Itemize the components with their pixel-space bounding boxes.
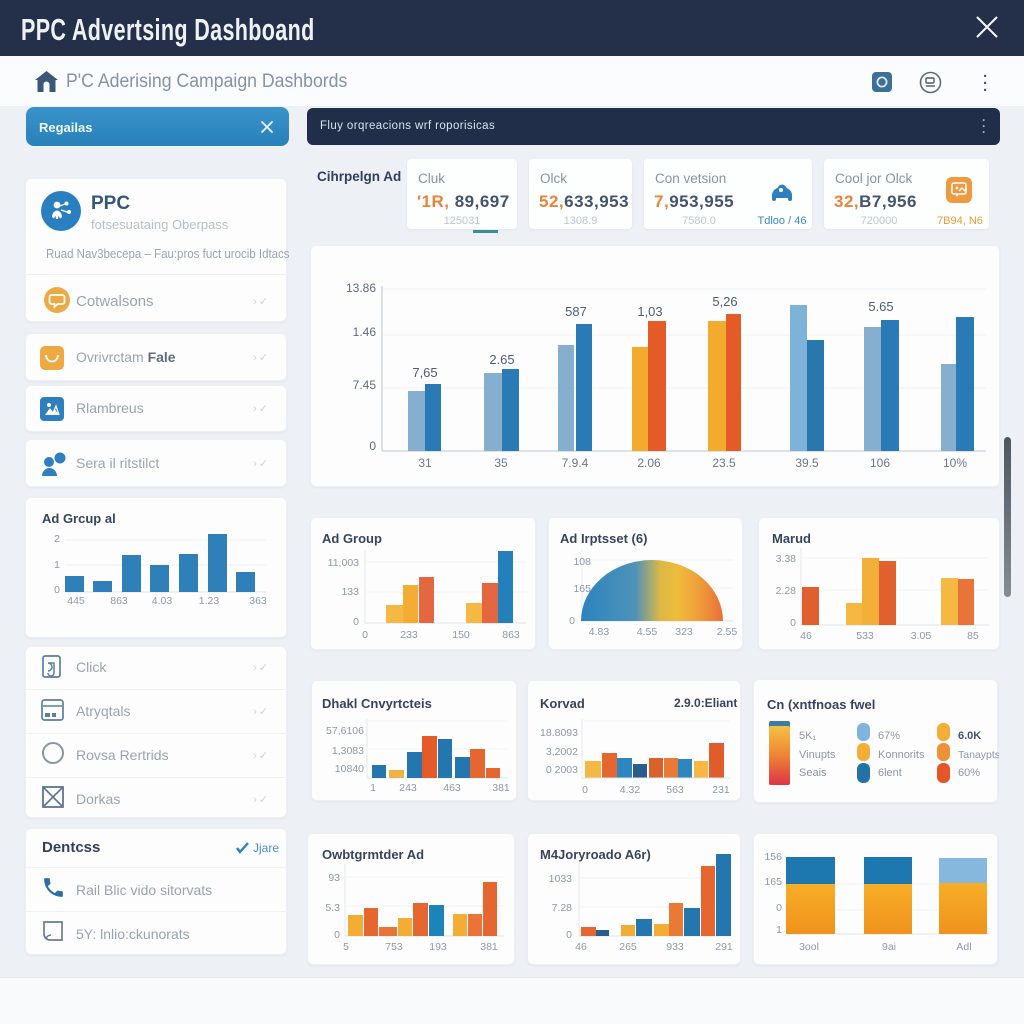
svg-text:0: 0	[566, 929, 572, 941]
svg-text:85: 85	[967, 630, 979, 642]
svg-text:445: 445	[67, 595, 85, 607]
svg-text:Konnorits: Konnorits	[878, 749, 925, 761]
svg-text:1: 1	[776, 924, 782, 936]
svg-text:533: 533	[856, 630, 874, 642]
svg-text:753: 753	[385, 941, 403, 953]
svg-text:5,26: 5,26	[712, 294, 737, 309]
svg-text:0: 0	[353, 616, 359, 628]
svg-text:587: 587	[565, 304, 587, 319]
svg-text:4.55: 4.55	[637, 626, 658, 638]
svg-text:863: 863	[110, 595, 128, 607]
svg-text:2.65: 2.65	[489, 352, 514, 367]
svg-text:0: 0	[790, 617, 796, 629]
svg-text:0 2003: 0 2003	[546, 764, 578, 776]
svg-text:31: 31	[418, 456, 432, 470]
svg-text:11,003: 11,003	[328, 557, 359, 569]
svg-text:1033: 1033	[549, 873, 573, 885]
svg-text:7.28: 7.28	[552, 902, 573, 914]
svg-text:863: 863	[502, 629, 520, 641]
svg-text:233: 233	[400, 629, 418, 641]
svg-text:231: 231	[712, 784, 730, 796]
svg-text:6.0K: 6.0K	[958, 730, 981, 742]
svg-text:23.5: 23.5	[712, 456, 736, 470]
svg-text:563: 563	[666, 784, 684, 796]
svg-text:381: 381	[492, 782, 510, 794]
svg-text:291: 291	[715, 941, 733, 953]
svg-text:67%: 67%	[878, 730, 900, 742]
svg-text:Seais: Seais	[799, 767, 827, 779]
svg-text:1.46: 1.46	[353, 325, 377, 339]
svg-text:381: 381	[480, 941, 498, 953]
svg-text:463: 463	[443, 782, 461, 794]
svg-text:1: 1	[370, 782, 376, 794]
svg-text:46: 46	[800, 630, 812, 642]
svg-text:6lent: 6lent	[878, 767, 902, 779]
svg-text:323: 323	[675, 626, 693, 638]
svg-text:0: 0	[334, 929, 340, 941]
svg-text:4.32: 4.32	[620, 784, 641, 796]
svg-text:3ool: 3ool	[799, 941, 819, 953]
svg-text:46: 46	[575, 941, 587, 953]
svg-text:2: 2	[54, 533, 60, 545]
svg-text:1.23: 1.23	[199, 595, 220, 607]
svg-text:10%: 10%	[943, 456, 967, 470]
svg-text:0: 0	[569, 615, 575, 627]
svg-text:165: 165	[764, 876, 782, 888]
svg-text:1,3083: 1,3083	[332, 745, 364, 757]
svg-text:18.8093: 18.8093	[540, 727, 578, 739]
svg-text:60%: 60%	[958, 767, 980, 779]
svg-text:5: 5	[343, 941, 349, 953]
svg-text:4.83: 4.83	[589, 626, 610, 638]
svg-text:3.38: 3.38	[776, 553, 797, 565]
svg-text:2.55: 2.55	[717, 626, 738, 638]
svg-text:5K₁: 5K₁	[799, 730, 816, 742]
svg-text:2.28: 2.28	[776, 585, 797, 597]
svg-text:39.5: 39.5	[795, 456, 819, 470]
svg-text:0: 0	[369, 439, 376, 453]
svg-text:4.03: 4.03	[152, 595, 173, 607]
svg-text:5.3: 5.3	[325, 902, 340, 914]
svg-text:7.45: 7.45	[353, 378, 377, 392]
svg-text:35: 35	[494, 456, 508, 470]
svg-text:1,03: 1,03	[637, 304, 662, 319]
svg-text:108: 108	[573, 556, 591, 568]
svg-text:9ai: 9ai	[882, 941, 896, 953]
svg-text:Vinupts: Vinupts	[799, 749, 836, 761]
svg-text:363: 363	[249, 595, 267, 607]
svg-text:3.05: 3.05	[911, 630, 932, 642]
svg-text:265: 265	[619, 941, 637, 953]
svg-text:Adl: Adl	[956, 941, 971, 953]
svg-text:243: 243	[399, 782, 417, 794]
svg-text:193: 193	[429, 941, 447, 953]
svg-text:933: 933	[666, 941, 684, 953]
svg-text:10840: 10840	[335, 763, 364, 775]
svg-text:1: 1	[54, 559, 60, 571]
svg-text:165: 165	[573, 583, 591, 595]
svg-text:0: 0	[54, 584, 60, 596]
svg-text:150: 150	[452, 629, 470, 641]
svg-text:Tanaypts: Tanaypts	[958, 749, 999, 761]
svg-text:7,65: 7,65	[412, 365, 437, 380]
svg-text:57,6106: 57,6106	[326, 725, 364, 737]
svg-text:0: 0	[362, 629, 368, 641]
svg-text:133: 133	[341, 586, 359, 598]
svg-text:13.86: 13.86	[346, 281, 376, 295]
svg-text:93: 93	[328, 872, 340, 884]
svg-text:0: 0	[582, 784, 588, 796]
svg-text:7.9.4: 7.9.4	[562, 456, 589, 470]
svg-text:156: 156	[764, 851, 782, 863]
svg-text:0: 0	[776, 902, 782, 914]
svg-text:106: 106	[870, 456, 890, 470]
svg-text:2.06: 2.06	[637, 456, 661, 470]
svg-text:5.65: 5.65	[868, 299, 893, 314]
svg-text:3,2002: 3,2002	[546, 746, 578, 758]
